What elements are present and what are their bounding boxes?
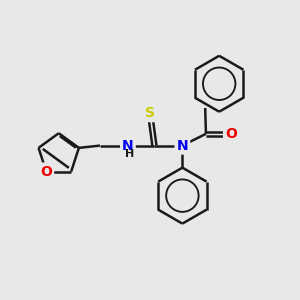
Text: N: N: [122, 139, 134, 153]
Text: S: S: [145, 106, 155, 120]
Text: H: H: [125, 149, 134, 159]
Text: O: O: [40, 165, 52, 178]
Text: O: O: [225, 127, 237, 141]
Text: N: N: [177, 139, 188, 153]
